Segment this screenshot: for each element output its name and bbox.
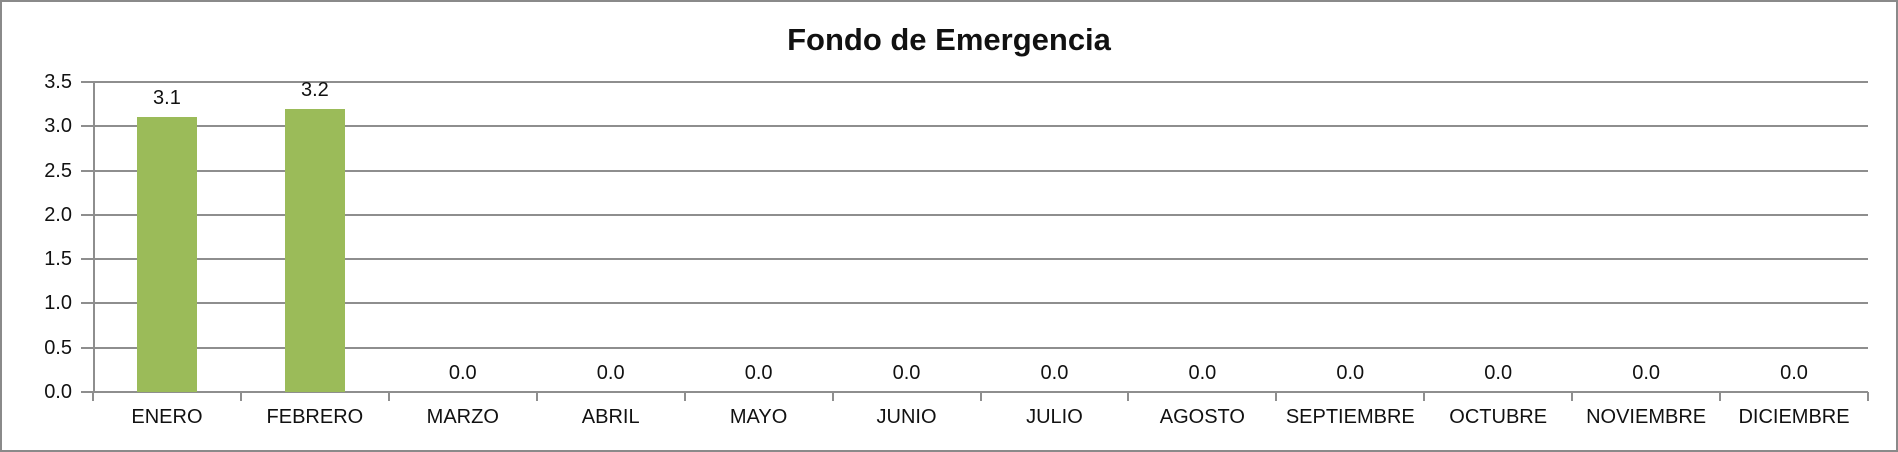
x-axis-label-febrero: FEBRERO — [266, 406, 364, 428]
x-axis-label-mayo: MAYO — [729, 406, 788, 428]
x-axis-tick — [1867, 392, 1869, 401]
y-axis-label: 1.0 — [44, 292, 72, 315]
bar-value-label-febrero: 3.2 — [300, 78, 329, 101]
y-axis-label: 2.0 — [44, 203, 72, 226]
y-axis-label: 3.0 — [44, 115, 72, 138]
y-axis-label: 0.5 — [44, 336, 72, 359]
x-axis-tick — [1127, 392, 1130, 401]
y-axis-tick — [81, 213, 93, 216]
gridline — [93, 125, 1868, 128]
bar-value-label-abril: 0.0 — [596, 362, 625, 384]
x-axis-tick — [239, 392, 242, 401]
gridline — [93, 213, 1868, 216]
y-axis-tick — [81, 81, 93, 83]
y-axis-label: 2.5 — [44, 159, 72, 182]
x-axis-tick — [535, 392, 538, 401]
y-axis-label: 0.0 — [44, 381, 72, 403]
x-axis-tick — [92, 392, 94, 401]
gridline — [93, 258, 1868, 261]
x-axis-label-diciembre: DICIEMBRE — [1738, 406, 1850, 428]
y-axis-tick — [81, 346, 93, 349]
bar-value-label-diciembre: 0.0 — [1780, 362, 1808, 384]
gridline — [93, 302, 1868, 305]
bar-value-label-septiembre: 0.0 — [1336, 362, 1365, 384]
bar-value-label-noviembre: 0.0 — [1632, 362, 1661, 384]
bar-value-label-mayo: 0.0 — [744, 362, 773, 384]
x-axis-tick — [1275, 392, 1278, 401]
x-axis-label-julio: JULIO — [1026, 406, 1083, 428]
x-axis-tick — [1423, 392, 1426, 401]
x-axis-tick — [387, 392, 390, 401]
x-axis-label-octubre: OCTUBRE — [1449, 406, 1548, 428]
bar-value-label-junio: 0.0 — [892, 362, 921, 384]
x-axis-tick — [831, 392, 834, 401]
y-axis-label: 3.5 — [44, 71, 72, 93]
y-axis-label: 1.5 — [44, 248, 72, 271]
bar-value-label-octubre: 0.0 — [1484, 362, 1513, 384]
y-axis-line — [93, 82, 95, 392]
bar-value-label-enero: 3.1 — [153, 87, 181, 110]
x-axis-label-abril: ABRIL — [581, 406, 640, 428]
bar-enero[interactable] — [136, 117, 197, 392]
x-axis-label-junio: JUNIO — [876, 406, 937, 428]
bar-value-label-marzo: 0.0 — [448, 362, 477, 384]
chart-title: Fondo de Emergencia — [787, 22, 1111, 57]
gridline — [93, 346, 1868, 349]
x-axis-tick — [1571, 392, 1574, 401]
y-axis-tick — [81, 125, 93, 128]
x-axis-tick — [1719, 392, 1722, 401]
x-axis-label-marzo: MARZO — [426, 406, 499, 428]
gridline — [93, 169, 1868, 172]
x-axis-label-agosto: AGOSTO — [1159, 406, 1245, 428]
bar-febrero[interactable] — [284, 108, 345, 392]
y-axis-tick — [81, 258, 93, 261]
bar-value-label-julio: 0.0 — [1040, 362, 1069, 384]
x-axis-label-enero: ENERO — [131, 406, 203, 428]
x-axis-label-noviembre: NOVIEMBRE — [1586, 406, 1707, 428]
y-axis-tick — [81, 302, 93, 305]
y-axis-tick — [81, 169, 93, 172]
x-axis-tick — [683, 392, 686, 401]
x-axis-tick — [979, 392, 982, 401]
y-axis-tick — [81, 391, 93, 393]
gridline — [93, 81, 1868, 83]
bar-value-label-agosto: 0.0 — [1188, 362, 1217, 384]
x-axis-label-septiembre: SEPTIEMBRE — [1285, 406, 1415, 428]
